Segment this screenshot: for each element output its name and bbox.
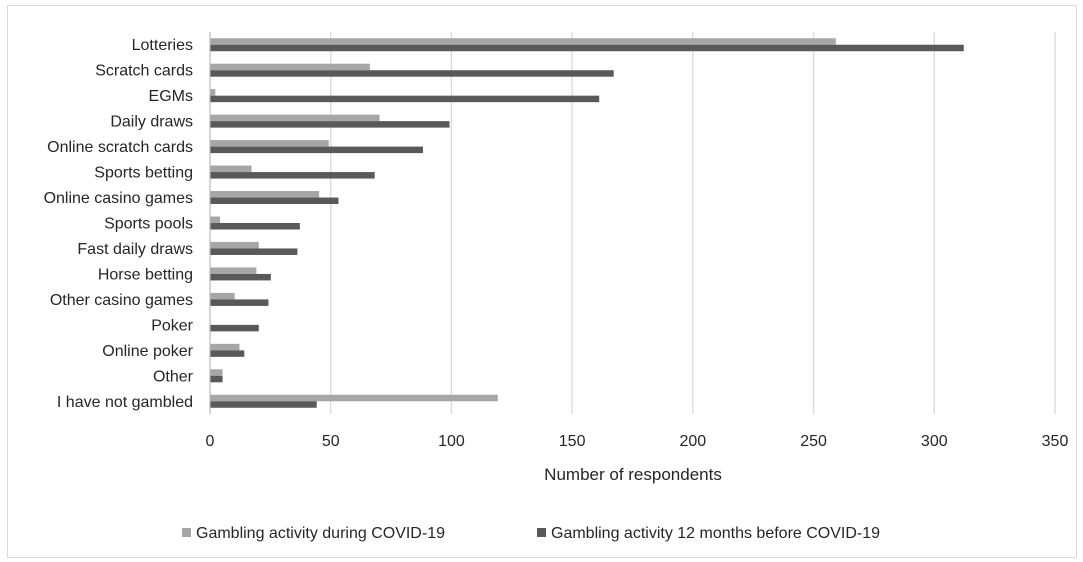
x-tick-labels: 0 50 100 150 200 250 300 350 (206, 433, 1069, 450)
legend-label-before-covid: Gambling activity 12 months before COVID… (551, 525, 880, 542)
bar-before-covid (210, 70, 614, 77)
category-label: I have not gambled (57, 394, 193, 411)
bar-before-covid (210, 223, 300, 230)
x-tick-label: 350 (1042, 433, 1069, 450)
legend-swatch-before-covid (537, 528, 546, 537)
bar-during-covid (210, 114, 380, 122)
category-label: Daily draws (110, 114, 193, 131)
bar-before-covid (210, 248, 298, 255)
bar-before-covid (210, 172, 375, 179)
bar-before-covid (210, 146, 423, 154)
bar-before-covid (210, 44, 964, 52)
bar-during-covid (210, 38, 836, 45)
bars (210, 38, 964, 408)
category-label: Online casino games (44, 190, 193, 207)
bar-during-covid (210, 394, 498, 402)
bar-during-covid (210, 89, 216, 96)
bar-during-covid (210, 369, 223, 376)
category-label: Other casino games (50, 292, 193, 309)
category-label: Online scratch cards (47, 139, 193, 156)
x-tick-label: 200 (680, 433, 707, 450)
category-label: Horse betting (98, 266, 193, 283)
category-label: Scratch cards (95, 63, 193, 80)
bar-before-covid (210, 350, 245, 357)
bar-during-covid (210, 267, 257, 274)
category-label: Lotteries (132, 37, 193, 54)
x-tick-label: 300 (921, 433, 948, 450)
x-tick-label: 250 (800, 433, 827, 450)
bar-before-covid (210, 121, 450, 128)
x-tick-label: 50 (322, 433, 340, 450)
bar-during-covid (210, 343, 240, 351)
bar-during-covid (210, 63, 370, 71)
category-label: Other (153, 368, 194, 385)
category-labels: Lotteries Scratch cards EGMs Daily draws Onl… (44, 37, 194, 411)
x-tick-label: 0 (206, 433, 215, 450)
legend: Gambling activity during COVID-19 Gamblin… (182, 525, 880, 542)
category-label: Poker (151, 317, 193, 334)
bar-before-covid (210, 95, 600, 103)
category-label: Sports betting (94, 165, 193, 182)
bar-during-covid (210, 191, 320, 198)
x-tick-label: 150 (559, 433, 586, 450)
bar-before-covid (210, 299, 269, 306)
category-label: EGMs (149, 88, 193, 105)
category-label: Fast daily draws (77, 241, 193, 258)
bar-before-covid (210, 197, 339, 205)
x-axis-title: Number of respondents (544, 465, 722, 484)
bar-during-covid (210, 216, 221, 223)
category-label: Online poker (102, 343, 193, 360)
bar-during-covid (210, 165, 252, 173)
bar-during-covid (210, 292, 235, 300)
category-label: Sports pools (104, 216, 193, 233)
legend-swatch-during-covid (182, 528, 191, 537)
bar-during-covid (210, 241, 259, 249)
bar-before-covid (210, 273, 271, 281)
legend-label-during-covid: Gambling activity during COVID-19 (196, 525, 445, 542)
x-tick-label: 100 (438, 433, 465, 450)
gridlines (209, 32, 1056, 414)
bar-before-covid (210, 324, 259, 332)
bar-before-covid (210, 375, 223, 383)
bar-during-covid (210, 140, 329, 147)
bar-before-covid (210, 401, 317, 408)
